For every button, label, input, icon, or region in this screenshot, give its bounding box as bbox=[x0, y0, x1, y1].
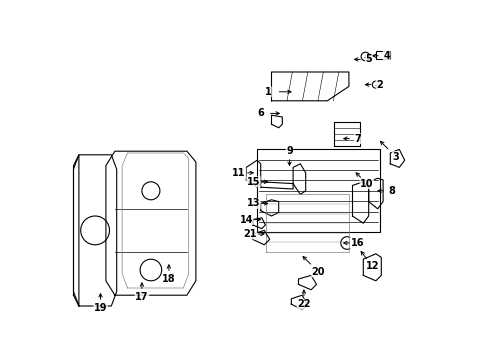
Text: 17: 17 bbox=[135, 292, 148, 302]
Text: 18: 18 bbox=[162, 274, 175, 284]
Text: 8: 8 bbox=[388, 186, 395, 196]
Text: 11: 11 bbox=[232, 168, 245, 178]
Text: 21: 21 bbox=[243, 229, 256, 239]
Polygon shape bbox=[352, 182, 368, 223]
Text: 19: 19 bbox=[94, 303, 107, 313]
Polygon shape bbox=[291, 295, 307, 310]
Polygon shape bbox=[368, 178, 382, 209]
Text: 13: 13 bbox=[246, 198, 260, 208]
Polygon shape bbox=[271, 115, 282, 128]
Text: 6: 6 bbox=[257, 108, 264, 118]
Text: 15: 15 bbox=[246, 177, 260, 187]
Polygon shape bbox=[246, 160, 260, 187]
Text: 4: 4 bbox=[383, 51, 389, 61]
Text: 20: 20 bbox=[311, 267, 325, 277]
Polygon shape bbox=[73, 155, 79, 306]
Text: 22: 22 bbox=[297, 299, 310, 309]
Polygon shape bbox=[73, 155, 117, 306]
Text: 12: 12 bbox=[365, 261, 378, 271]
Polygon shape bbox=[298, 275, 316, 290]
Bar bbox=[257, 149, 379, 232]
Polygon shape bbox=[252, 230, 269, 245]
Polygon shape bbox=[292, 164, 305, 194]
Text: 3: 3 bbox=[391, 152, 398, 162]
Polygon shape bbox=[389, 149, 404, 167]
Text: 5: 5 bbox=[365, 54, 371, 64]
Polygon shape bbox=[363, 254, 381, 281]
Bar bbox=[375, 51, 389, 59]
Polygon shape bbox=[271, 72, 348, 101]
Polygon shape bbox=[260, 200, 278, 216]
Polygon shape bbox=[334, 122, 359, 146]
Text: 7: 7 bbox=[354, 134, 361, 144]
Text: 14: 14 bbox=[239, 215, 252, 225]
Text: 10: 10 bbox=[360, 179, 373, 189]
Text: 1: 1 bbox=[264, 87, 271, 97]
Polygon shape bbox=[106, 151, 196, 295]
Text: 9: 9 bbox=[285, 146, 292, 156]
Text: 2: 2 bbox=[375, 80, 382, 90]
Text: 16: 16 bbox=[350, 238, 364, 248]
Polygon shape bbox=[260, 182, 292, 189]
Polygon shape bbox=[252, 218, 265, 229]
